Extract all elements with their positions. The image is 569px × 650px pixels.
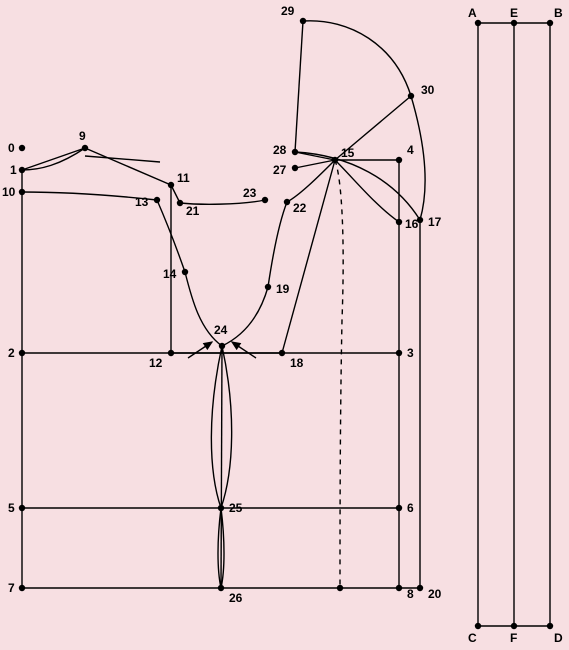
point-marker [396,219,402,225]
point-label: 18 [290,356,304,370]
point-label: 26 [229,591,243,605]
point-label: 12 [149,356,163,370]
point-marker [279,350,285,356]
point-label: C [468,631,477,645]
point-label: 10 [2,185,16,199]
point-label: 15 [341,146,355,160]
point-marker [19,350,25,356]
point-label: 22 [293,201,307,215]
point-label: A [468,6,477,20]
point-marker [177,200,183,206]
point-marker [19,189,25,195]
point-marker [396,350,402,356]
point-marker [218,585,224,591]
point-marker [547,20,553,26]
canvas-background [0,0,569,650]
point-label: F [510,631,517,645]
point-marker [332,157,338,163]
point-marker [154,197,160,203]
point-marker [408,93,414,99]
point-label: 29 [281,4,295,18]
point-marker [19,167,25,173]
point-marker [284,199,290,205]
point-label: E [510,6,518,20]
point-marker [82,145,88,151]
point-marker [292,165,298,171]
point-label: 17 [428,215,442,229]
point-marker [19,145,25,151]
point-marker [218,505,224,511]
point-label: 6 [407,501,414,515]
point-marker [396,585,402,591]
point-label: 25 [229,501,243,515]
point-label: 23 [243,186,257,200]
point-marker [511,623,517,629]
construction-line [221,346,222,588]
point-label: 8 [407,587,414,601]
point-label: B [554,6,563,20]
point-label: 9 [79,129,86,143]
point-label: 5 [8,501,15,515]
point-label: 16 [405,217,419,231]
point-marker [219,343,225,349]
point-label: 24 [214,323,228,337]
point-marker [547,623,553,629]
point-marker [417,585,423,591]
point-marker [475,623,481,629]
pattern-diagram: 0123456789101112131415161718192021222324… [0,0,569,650]
point-marker [262,197,268,203]
point-label: 11 [177,171,190,185]
point-marker [292,149,298,155]
point-label: 13 [135,195,149,209]
point-label: 2 [8,346,15,360]
point-label: 7 [8,581,15,595]
point-label: D [554,631,563,645]
point-marker [182,269,188,275]
point-label: 27 [273,163,287,177]
point-label: 3 [407,346,414,360]
point-label: 0 [8,141,15,155]
point-marker [396,505,402,511]
point-label: 20 [428,587,442,601]
point-marker [337,585,343,591]
point-label: 1 [10,163,17,177]
point-label: 28 [273,143,287,157]
point-marker [511,20,517,26]
point-label: 21 [186,204,200,218]
point-label: 19 [276,282,290,296]
point-marker [396,157,402,163]
point-label: 4 [407,143,414,157]
point-marker [19,585,25,591]
point-marker [19,505,25,511]
point-marker [168,182,174,188]
point-marker [300,18,306,24]
point-label: 14 [163,267,177,281]
point-marker [475,20,481,26]
point-marker [265,284,271,290]
point-marker [168,350,174,356]
point-label: 30 [421,83,435,97]
